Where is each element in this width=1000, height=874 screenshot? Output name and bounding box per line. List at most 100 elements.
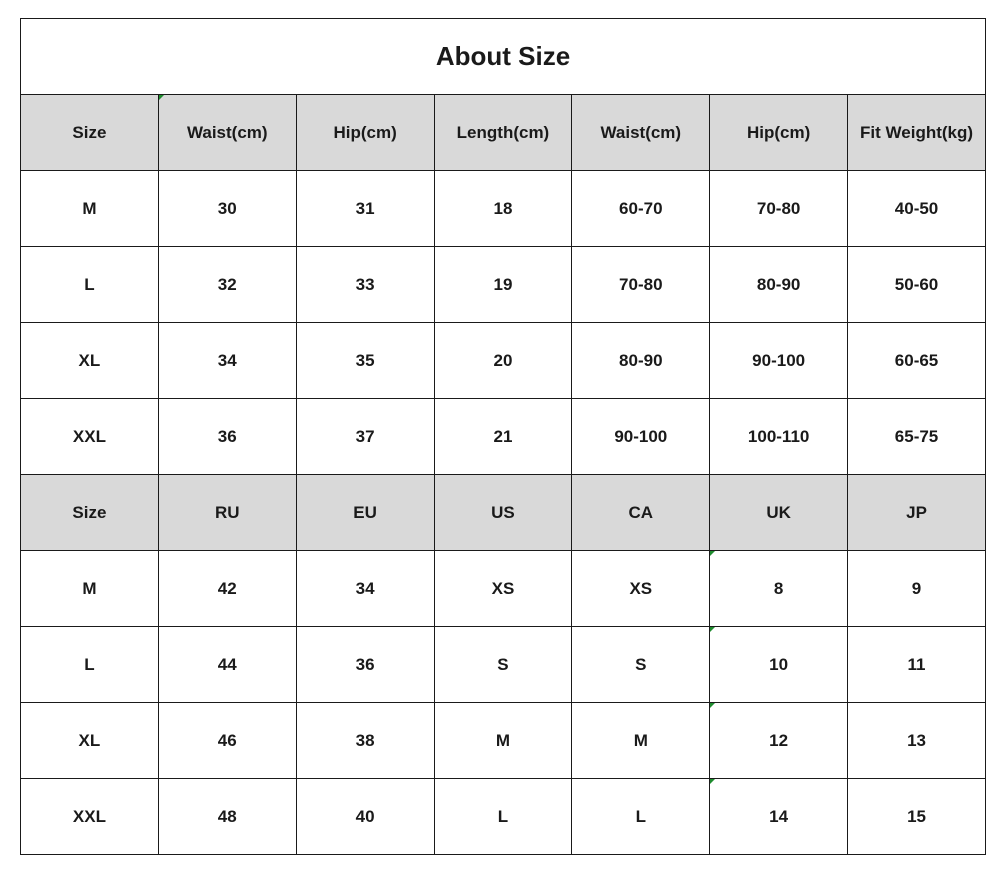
cell-text: 8	[773, 578, 784, 598]
cell-text: Size	[72, 502, 107, 522]
cell-text: XL	[78, 350, 101, 370]
table1-row: L 32 33 19 70-80 80-90 50-60	[20, 246, 986, 323]
table2-row: XXL 48 40 L L 14 15	[20, 778, 986, 855]
cell-text: L	[84, 654, 95, 674]
table-cell: 38	[295, 702, 435, 779]
comment-marker-icon	[710, 703, 716, 708]
header-cell: RU	[157, 474, 297, 551]
header-cell: Waist(cm)	[157, 94, 297, 171]
table-cell: 34	[295, 550, 435, 627]
cell-text: 21	[493, 426, 513, 446]
cell-text: 12	[769, 730, 789, 750]
header-cell: Size	[20, 474, 159, 551]
cell-text: 30	[217, 198, 237, 218]
cell-text: 46	[217, 730, 237, 750]
cell-text: 19	[493, 274, 513, 294]
table-cell: 36	[157, 398, 297, 475]
table-cell: 30	[157, 170, 297, 247]
cell-text: 50-60	[894, 274, 939, 294]
cell-text: UK	[766, 502, 791, 522]
cell-text: 36	[217, 426, 237, 446]
cell-text: M	[82, 578, 97, 598]
table-cell: 20	[433, 322, 573, 399]
table-cell: 19	[433, 246, 573, 323]
table-cell: M	[433, 702, 573, 779]
cell-text: 31	[355, 198, 375, 218]
table-cell: L	[433, 778, 573, 855]
table-cell: 70-80	[571, 246, 711, 323]
cell-text: 35	[355, 350, 375, 370]
table-cell: 40	[295, 778, 435, 855]
cell-text: 33	[355, 274, 375, 294]
cell-text: Hip(cm)	[333, 122, 397, 142]
table-cell: XS	[433, 550, 573, 627]
page-title: About Size	[20, 18, 986, 95]
cell-text: 48	[217, 806, 237, 826]
cell-text: Waist(cm)	[600, 122, 682, 142]
comment-marker-icon	[710, 551, 716, 556]
cell-text: M	[633, 730, 648, 750]
header-cell: Length(cm)	[433, 94, 573, 171]
header-cell: Size	[20, 94, 159, 171]
cell-text: 11	[907, 654, 926, 674]
cell-text: XS	[491, 578, 515, 598]
table-cell: 50-60	[847, 246, 986, 323]
table-cell: M	[571, 702, 711, 779]
table-cell: 44	[157, 626, 297, 703]
table-cell: L	[20, 246, 159, 323]
cell-text: CA	[628, 502, 654, 522]
cell-text: 90-100	[752, 350, 806, 370]
cell-text: 13	[907, 730, 926, 750]
cell-text: Length(cm)	[456, 122, 550, 142]
table-cell: 31	[295, 170, 435, 247]
cell-text: RU	[214, 502, 240, 522]
table-cell: 12	[709, 702, 849, 779]
header-cell: EU	[295, 474, 435, 551]
cell-text: 80-90	[619, 350, 663, 370]
table-cell: 21	[433, 398, 573, 475]
cell-text: XL	[78, 730, 101, 750]
table-cell: L	[20, 626, 159, 703]
table-cell: 42	[157, 550, 297, 627]
cell-text: US	[491, 502, 515, 522]
table2-row: M 42 34 XS XS 8 9	[20, 550, 986, 627]
table-cell: 100-110	[709, 398, 849, 475]
table-cell: 8	[709, 550, 849, 627]
table-cell: 35	[295, 322, 435, 399]
table1-row: XL 34 35 20 80-90 90-100 60-65	[20, 322, 986, 399]
cell-text: 9	[911, 578, 922, 598]
cell-text: XXL	[72, 426, 106, 446]
cell-text: S	[497, 654, 509, 674]
cell-text: S	[635, 654, 647, 674]
cell-text: 60-65	[894, 350, 939, 370]
table-cell: 11	[847, 626, 986, 703]
table-cell: S	[571, 626, 711, 703]
cell-text: 60-70	[619, 198, 663, 218]
title-row: About Size	[20, 18, 986, 95]
table-cell: 90-100	[571, 398, 711, 475]
table-cell: 18	[433, 170, 573, 247]
table-cell: 80-90	[571, 322, 711, 399]
cell-text: L	[497, 806, 509, 826]
table-cell: 60-70	[571, 170, 711, 247]
cell-text: Size	[72, 122, 107, 142]
cell-text: 14	[769, 806, 789, 826]
table2-header-row: Size RU EU US CA UK JP	[20, 474, 986, 551]
table-cell: M	[20, 550, 159, 627]
table-cell: 15	[847, 778, 986, 855]
cell-text: L	[635, 806, 646, 826]
header-cell: Fit Weight(kg)	[847, 94, 986, 171]
cell-text: 34	[355, 578, 375, 598]
table-cell: 90-100	[709, 322, 849, 399]
cell-text: 36	[355, 654, 375, 674]
table-cell: 70-80	[709, 170, 849, 247]
table-cell: S	[433, 626, 573, 703]
cell-text: 32	[217, 274, 237, 294]
cell-text: 15	[907, 806, 926, 826]
table-cell: XL	[20, 702, 159, 779]
table-cell: 65-75	[847, 398, 986, 475]
cell-text: 40-50	[894, 198, 939, 218]
cell-text: 80-90	[756, 274, 801, 294]
cell-text: XS	[629, 578, 653, 598]
cell-text: L	[84, 274, 95, 294]
